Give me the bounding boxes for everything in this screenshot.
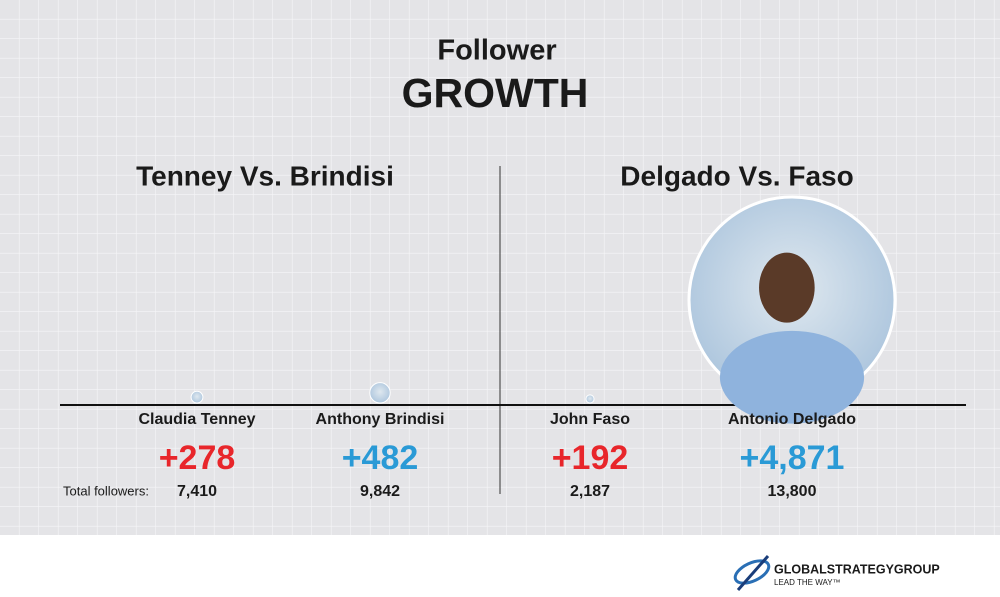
bubble [585, 394, 595, 404]
candidate-name: Anthony Brindisi [316, 411, 445, 428]
title: Follower [437, 35, 556, 67]
panel-title: Tenney Vs. Brindisi [136, 160, 394, 191]
candidate-name: Antonio Delgado [728, 411, 856, 428]
panel-title: Delgado Vs. Faso [620, 160, 853, 191]
growth-value: +4,871 [740, 439, 845, 477]
total-followers: 7,410 [177, 483, 217, 500]
growth-value: +482 [342, 439, 419, 477]
logo-tagline: LEAD THE WAY™ [774, 578, 841, 587]
logo: GLOBALSTRATEGYGROUP LEAD THE WAY™ [733, 555, 940, 591]
total-followers: 9,842 [360, 483, 400, 500]
growth-value: +278 [159, 439, 236, 477]
total-label: Total followers: [63, 483, 149, 498]
total-followers: 2,187 [570, 483, 610, 500]
bubble [190, 390, 204, 404]
subtitle: GROWTH [402, 70, 589, 116]
photo-shirt [719, 330, 865, 424]
logo-name: GLOBALSTRATEGYGROUP [774, 562, 940, 576]
bubble [369, 382, 391, 404]
total-followers: 13,800 [768, 483, 817, 500]
candidate-name: Claudia Tenney [138, 411, 255, 428]
candidate-name: John Faso [550, 411, 630, 428]
growth-value: +192 [552, 439, 629, 477]
photo-head [759, 252, 815, 323]
footer [0, 535, 1000, 597]
